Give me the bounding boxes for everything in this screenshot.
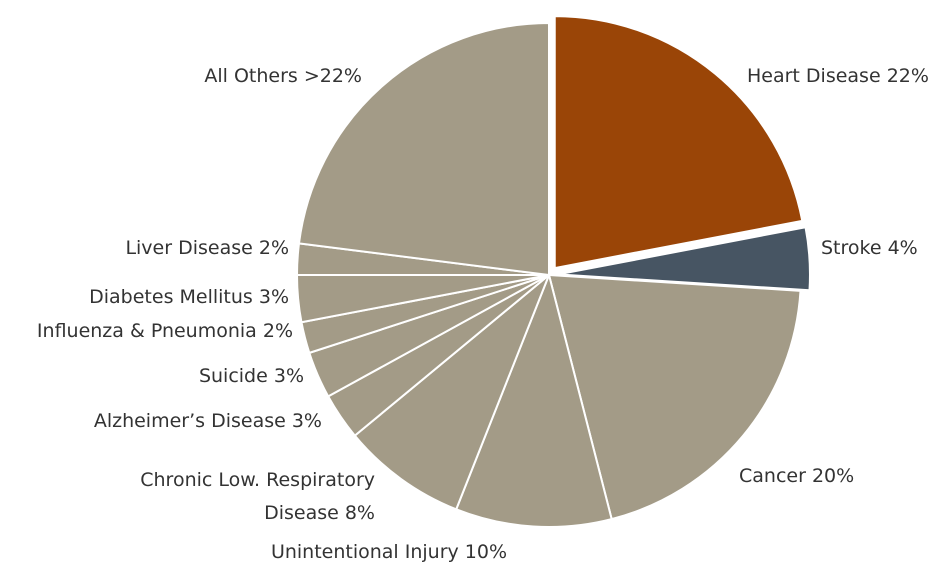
pie-slice-cancer-20 [547, 273, 802, 521]
slice-label-stroke-4: Stroke 4% [821, 237, 918, 259]
slice-label-alzheimer-s-disease-3: Alzheimer’s Disease 3% [94, 410, 322, 432]
slice-label-chronic-low-respiratory-disease-8: Chronic Low. Respiratory Disease 8% [140, 469, 375, 524]
pie-labels: Heart Disease 22% Stroke 4% Cancer 20% Unin… [37, 65, 929, 563]
pie-slice-heart-disease-22 [553, 15, 804, 270]
pie-slices [295, 15, 811, 528]
pie-slice-unintentional-injury-10 [454, 271, 613, 528]
slice-label-suicide-3: Suicide 3% [199, 365, 304, 387]
slice-label-liver-disease-2: Liver Disease 2% [125, 237, 289, 259]
slice-label-cancer-20: Cancer 20% [739, 465, 854, 487]
pie-slice-all-others-22 [297, 21, 550, 277]
slice-label-diabetes-mellitus-3: Diabetes Mellitus 3% [89, 286, 289, 308]
pie-slice-stroke-4 [557, 226, 811, 292]
slice-label-all-others-22: All Others >22% [204, 65, 362, 87]
slice-label-influenza-pneumonia-2: Influenza & Pneumonia 2% [37, 320, 293, 342]
slice-label-unintentional-injury-10: Unintentional Injury 10% [271, 541, 507, 563]
pie-slice-chronic-low-respiratory-disease-8 [353, 274, 550, 511]
slice-label-heart-disease-22: Heart Disease 22% [747, 65, 929, 87]
